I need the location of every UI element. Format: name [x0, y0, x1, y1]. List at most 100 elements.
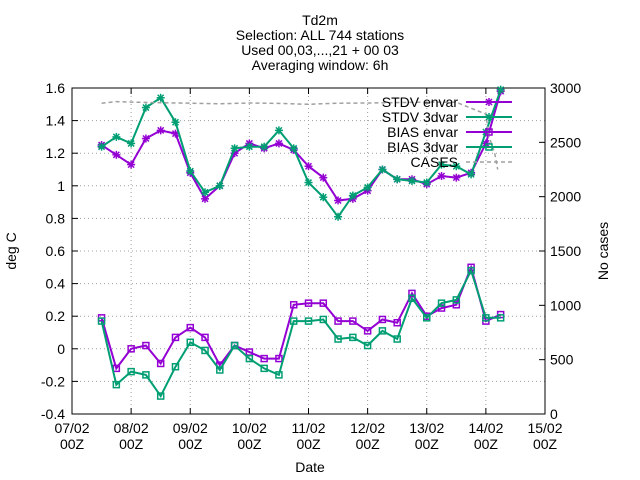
series-point-0	[127, 160, 136, 169]
y2-tick-label: 0	[550, 406, 558, 422]
series-point-0	[156, 126, 165, 135]
y2-tick-label: 1500	[550, 243, 581, 259]
series-line-1	[101, 89, 502, 219]
y-tick-label: 0.4	[46, 276, 66, 292]
series-point-3	[112, 380, 121, 389]
series-point-1	[334, 212, 343, 221]
series-point-3	[496, 314, 505, 322]
x-tick-date: 11/02	[292, 420, 326, 436]
y-tick-label: 0.6	[46, 243, 66, 259]
series-point-2	[408, 289, 416, 298]
series-point-1	[156, 93, 165, 102]
x-tick-date: 08/02	[114, 420, 149, 436]
y-tick-label: 0	[57, 341, 65, 357]
series-point-0	[452, 173, 461, 182]
series-point-2	[334, 317, 342, 325]
series-point-3	[142, 371, 150, 379]
series-point-2	[275, 354, 283, 363]
series-point-1	[467, 170, 476, 179]
series-point-0	[319, 173, 328, 182]
x-tick-date: 12/02	[350, 420, 385, 436]
x-tick-hour: 00Z	[533, 436, 558, 452]
series-point-2	[260, 354, 268, 363]
series-point-2	[393, 318, 401, 327]
series-point-2	[186, 323, 194, 332]
y-tick-label: 1	[57, 178, 65, 194]
x-tick-date: 07/02	[54, 420, 89, 436]
series-point-3	[275, 371, 283, 379]
series-point-3	[349, 333, 357, 342]
series-point-2	[156, 359, 165, 368]
series-point-2	[378, 315, 387, 324]
series-point-0	[141, 134, 150, 143]
series-point-1	[260, 142, 269, 151]
x-tick-date: 09/02	[173, 420, 208, 436]
series-point-3	[127, 367, 135, 376]
series-point-2	[452, 301, 461, 309]
y-tick-label: 0.8	[46, 210, 66, 226]
series-point-3	[201, 346, 209, 355]
legend-marker	[485, 128, 493, 136]
series-point-1	[186, 167, 195, 176]
y-tick-label: -0.2	[41, 373, 65, 389]
series-point-3	[363, 341, 372, 350]
series-point-3	[186, 338, 194, 347]
y2-tick-label: 1000	[550, 297, 581, 313]
series-point-3	[216, 366, 224, 374]
x-tick-hour: 00Z	[356, 436, 381, 452]
series-point-3	[230, 341, 239, 350]
legend-label: BIAS 3dvar	[387, 139, 458, 155]
series-line-2	[100, 264, 502, 371]
series-point-1	[141, 103, 150, 112]
x-tick-hour: 00Z	[60, 436, 85, 452]
series-point-1	[215, 181, 224, 190]
series-point-3	[408, 294, 416, 303]
y2-tick-label: 2000	[550, 189, 581, 205]
x-tick-date: 13/02	[409, 420, 444, 436]
chart-title-line: Selection: ALL 744 stations	[236, 27, 404, 43]
series-point-1	[452, 162, 461, 171]
series-point-1	[393, 175, 402, 184]
legend-label: BIAS envar	[387, 124, 458, 140]
y-axis-label: deg C	[3, 232, 19, 269]
series-point-1	[422, 178, 431, 187]
y-tick-label: 0.2	[46, 308, 66, 324]
chart-title-line: Td2m	[302, 12, 338, 28]
series-point-2	[171, 333, 180, 342]
x-tick-hour: 00Z	[237, 436, 262, 452]
series-point-3	[334, 335, 342, 343]
legend-marker	[485, 143, 493, 151]
legend-label: STDV envar	[382, 94, 459, 110]
series-point-3	[437, 299, 446, 307]
series-point-1	[127, 139, 136, 148]
series-point-2	[349, 317, 357, 325]
series-point-1	[97, 142, 106, 151]
series-point-1	[304, 178, 313, 187]
series-point-3	[304, 317, 313, 325]
series-point-2	[437, 304, 446, 312]
x-tick-date: 15/02	[527, 420, 562, 436]
series-point-0	[437, 172, 446, 181]
series-point-3	[482, 314, 490, 322]
series-point-1	[348, 191, 357, 200]
y2-tick-label: 3000	[550, 80, 581, 96]
series-point-3	[467, 266, 475, 275]
series-point-1	[171, 118, 180, 127]
y-tick-label: -0.4	[41, 406, 65, 422]
series-point-1	[496, 85, 505, 94]
series-point-1	[274, 126, 283, 135]
chart-title-line: Used 00,03,...,21 + 00 03	[241, 42, 399, 58]
series-point-3	[378, 327, 387, 335]
series-point-1	[230, 144, 239, 153]
series-point-1	[245, 142, 254, 151]
series-point-2	[304, 299, 313, 307]
x-tick-hour: 00Z	[296, 436, 321, 452]
series-point-0	[304, 162, 313, 171]
series-point-1	[407, 176, 416, 185]
series-point-0	[334, 196, 343, 205]
series-point-3	[97, 317, 106, 325]
x-tick-hour: 00Z	[119, 436, 144, 452]
series-point-0	[274, 139, 283, 148]
x-tick-hour: 00Z	[474, 436, 499, 452]
